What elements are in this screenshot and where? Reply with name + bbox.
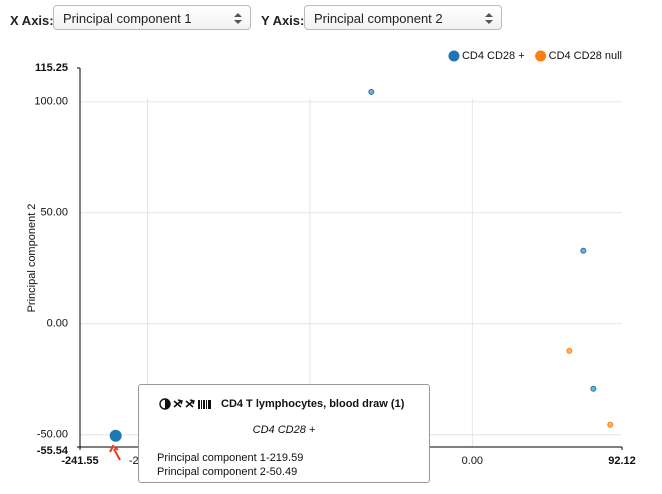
tooltip-row-label: Principal component 2	[157, 466, 266, 478]
x-tick-label: 0.00	[462, 455, 483, 467]
y-tick-label: 100.00	[34, 96, 68, 108]
tooltip-title: CD4 T lymphocytes, blood draw (1)	[221, 398, 405, 410]
tooltip-row-value: -219.59	[266, 452, 304, 464]
x-tick-label: -241.55	[61, 455, 98, 467]
y-axis-title: Principal component 2	[26, 204, 38, 313]
legend-label: CD4 CD28 +	[462, 50, 525, 62]
tooltip-icons	[159, 398, 211, 410]
tooltip-row-value: -50.49	[266, 466, 298, 478]
data-point	[590, 385, 597, 392]
data-point	[607, 421, 614, 428]
legend-swatch	[448, 50, 460, 62]
y-axis-label: Y Axis:	[261, 13, 305, 28]
y-tick-label: -55.54	[37, 445, 69, 457]
data-point	[368, 88, 375, 95]
y-axis-select[interactable]: Principal component 2	[304, 5, 502, 30]
y-tick-label: -50.00	[37, 429, 68, 441]
pointer-arrow	[109, 444, 121, 461]
tooltip-row-label: Principal component 1	[157, 452, 266, 464]
tooltip-series: CD4 CD28 +	[252, 424, 316, 436]
x-tick-label: 92.12	[608, 455, 636, 467]
x-axis-select[interactable]: Principal component 1	[53, 5, 251, 30]
tooltip: CD4 T lymphocytes, blood draw (1) CD4 CD…	[138, 384, 430, 483]
y-tick-label: 0.00	[47, 318, 68, 330]
legend-label: CD4 CD28 null	[549, 50, 622, 62]
data-point	[580, 247, 587, 254]
legend-swatch	[535, 50, 547, 62]
y-tick-label: 115.25	[35, 62, 68, 74]
data-point	[109, 429, 122, 442]
data-point	[566, 347, 573, 354]
y-tick-label: 50.00	[40, 207, 68, 219]
x-axis-label: X Axis:	[10, 13, 54, 28]
